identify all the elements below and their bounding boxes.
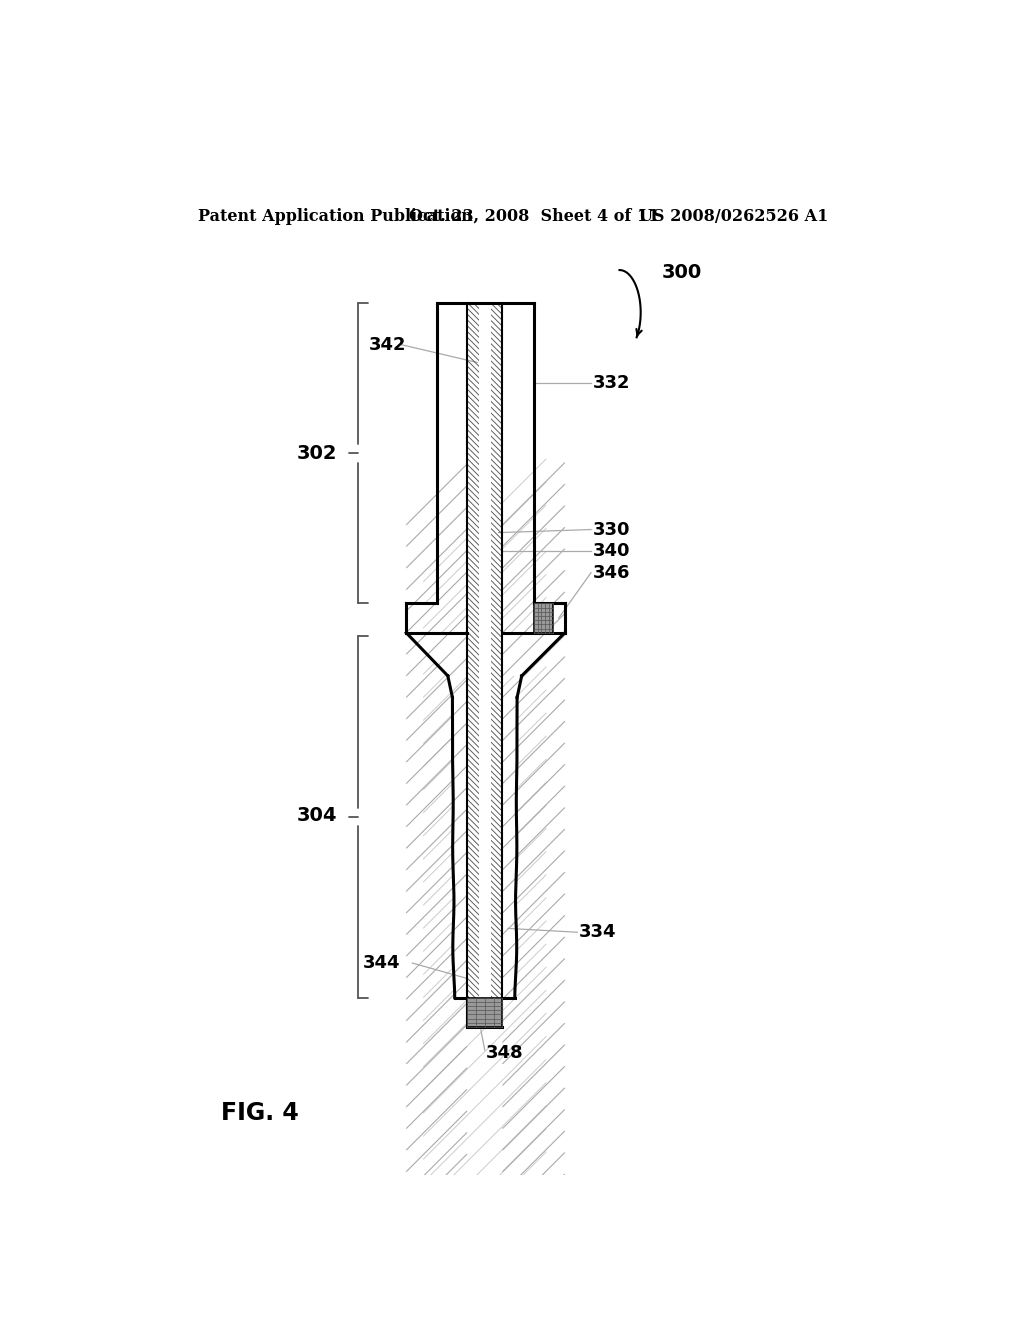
- Polygon shape: [437, 304, 535, 603]
- Polygon shape: [467, 998, 503, 1027]
- Text: 340: 340: [593, 543, 630, 560]
- Text: 304: 304: [296, 805, 337, 825]
- Polygon shape: [503, 697, 517, 998]
- Polygon shape: [467, 304, 503, 1027]
- Text: 300: 300: [662, 263, 702, 282]
- Text: 302: 302: [296, 444, 337, 463]
- Polygon shape: [407, 603, 565, 632]
- Text: 344: 344: [364, 954, 400, 972]
- Polygon shape: [503, 632, 565, 676]
- Polygon shape: [478, 304, 490, 1027]
- Text: FIG. 4: FIG. 4: [221, 1101, 299, 1125]
- Text: Patent Application Publication: Patent Application Publication: [199, 207, 473, 224]
- Text: 342: 342: [370, 335, 407, 354]
- Text: 334: 334: [579, 923, 616, 941]
- Text: 346: 346: [593, 564, 630, 582]
- Text: 332: 332: [593, 375, 630, 392]
- Polygon shape: [535, 603, 553, 632]
- Polygon shape: [453, 697, 467, 998]
- Text: 330: 330: [593, 520, 630, 539]
- Polygon shape: [407, 632, 467, 676]
- Text: 348: 348: [486, 1044, 524, 1063]
- Text: Oct. 23, 2008  Sheet 4 of 11: Oct. 23, 2008 Sheet 4 of 11: [410, 207, 659, 224]
- Text: US 2008/0262526 A1: US 2008/0262526 A1: [639, 207, 828, 224]
